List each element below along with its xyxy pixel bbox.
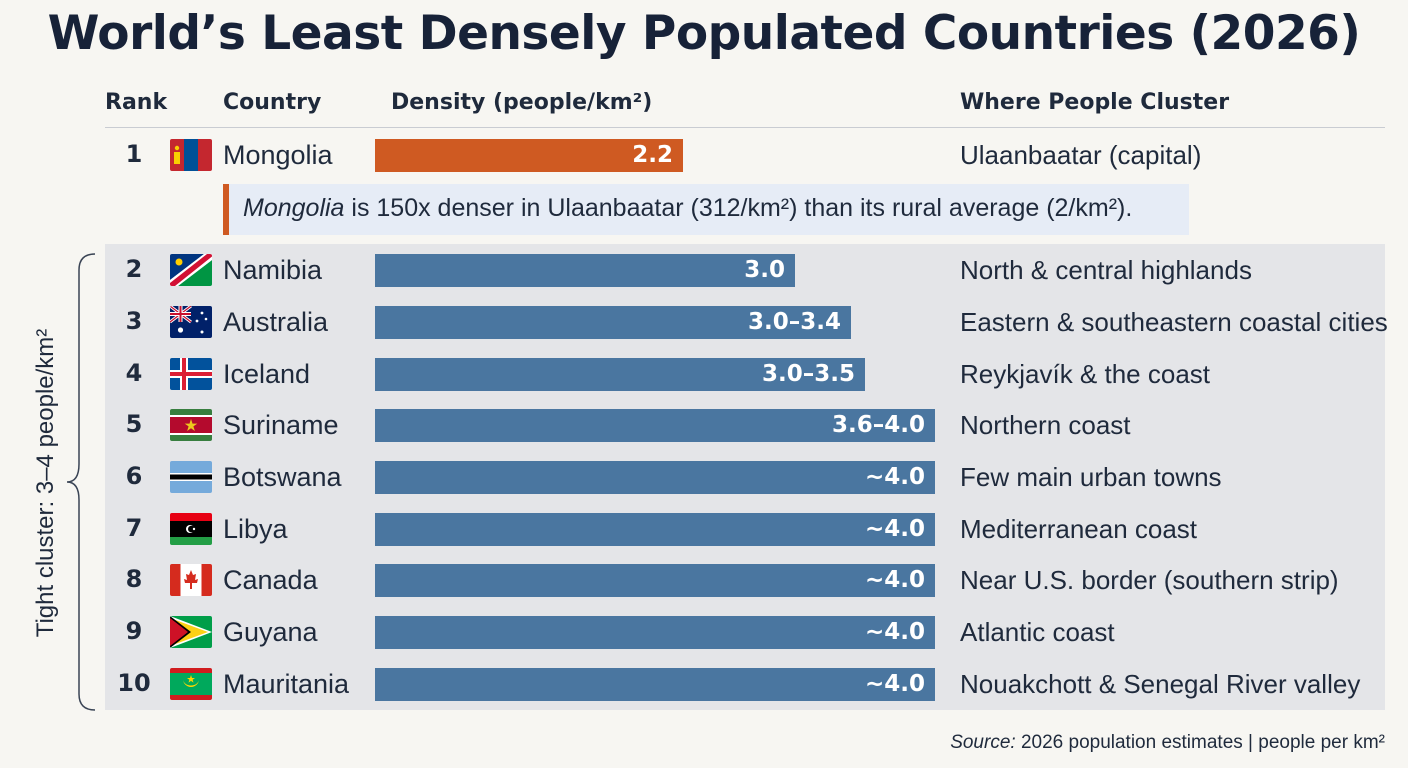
iceland-flag-icon (170, 358, 212, 390)
bar-value-label: ~4.0 (864, 464, 925, 490)
country-label: Suriname (223, 410, 339, 440)
country-label: Libya (223, 514, 288, 544)
country-label: Australia (223, 307, 329, 337)
country-label: Guyana (223, 617, 318, 647)
table-row: 8 Canada ~4.0 Near U.S. border (southern st… (105, 554, 1385, 606)
rank-label: 6 (125, 462, 143, 490)
density-bar: 3.0–3.4 (375, 306, 851, 339)
density-bar: ~4.0 (375, 513, 935, 546)
cluster-label: Reykjavík & the coast (960, 359, 1210, 389)
table-row: 3 Australia 3.0–3.4 Eastern & southeastern … (105, 296, 1388, 348)
cluster-label: Nouakchott & Senegal River valley (960, 669, 1361, 699)
cluster-bracket-icon (66, 253, 96, 711)
cluster-label: Atlantic coast (960, 617, 1115, 647)
cluster-label: Few main urban towns (960, 462, 1222, 492)
guyana-flag-icon (170, 616, 212, 648)
cluster-label: Ulaanbaatar (capital) (960, 140, 1202, 170)
bar-value-label: ~4.0 (864, 516, 925, 542)
australia-flag-icon (170, 306, 212, 338)
bar-value-label: 3.0–3.5 (762, 361, 855, 387)
country-label: Namibia (223, 255, 323, 285)
rank-label: 7 (125, 514, 143, 542)
table-row: 2 Namibia 3.0 North & central highlands (105, 244, 1385, 296)
table-row: 10 Mauritania ~4.0 Nouakchott & Senegal Riv… (105, 658, 1385, 710)
country-label: Botswana (223, 462, 342, 492)
table-row: 7 Libya ~4.0 Mediterranean coast (105, 503, 1385, 555)
mauritania-flag-icon (170, 668, 212, 700)
country-label: Mongolia (223, 140, 333, 170)
cluster-side-label: Tight cluster: 3–4 people/km² (32, 328, 59, 638)
density-bar: 3.0–3.5 (375, 358, 865, 391)
density-bar: ~4.0 (375, 461, 935, 494)
bar-value-label: 3.0 (744, 257, 785, 283)
namibia-flag-icon (170, 254, 212, 286)
mongolia-callout: Mongolia is 150x denser in Ulaanbaatar (… (223, 184, 1189, 235)
density-bar: 3.6–4.0 (375, 409, 935, 442)
cluster-label: Northern coast (960, 410, 1131, 440)
country-label: Mauritania (223, 669, 350, 699)
mongolia-flag-icon (170, 139, 212, 171)
country-label: Canada (223, 565, 318, 595)
bar-value-label: ~4.0 (864, 567, 925, 593)
callout-accent-bar (223, 184, 229, 235)
table-row: 4 Iceland 3.0–3.5 Reykjavík & the coast (105, 348, 1385, 400)
table-row: 5 Suriname 3.6–4.0 Northern coast (105, 399, 1385, 451)
rank-label: 2 (125, 255, 143, 283)
cluster-label: Mediterranean coast (960, 514, 1198, 544)
density-bar: 3.0 (375, 254, 795, 287)
libya-flag-icon (170, 513, 212, 545)
bar-value-label: 2.2 (632, 142, 673, 168)
rank-label: 5 (125, 410, 143, 438)
table-row: 1 Mongolia 2.2 Ulaanbaatar (capital) (105, 129, 1385, 181)
rank-label: 1 (125, 140, 143, 168)
density-bar: 2.2 (375, 139, 683, 172)
bar-value-label: ~4.0 (864, 619, 925, 645)
cluster-label: Eastern & southeastern coastal cities (960, 307, 1388, 337)
rank-label: 10 (117, 669, 151, 697)
rank-label: 9 (125, 617, 143, 645)
callout-country: Mongolia (243, 194, 345, 222)
botswana-flag-icon (170, 461, 212, 493)
bar-value-label: 3.0–3.4 (748, 309, 841, 335)
table-row: 6 Botswana ~4.0 Few main urban towns (105, 451, 1385, 503)
bar-value-label: 3.6–4.0 (832, 412, 925, 438)
bar-value-label: ~4.0 (864, 671, 925, 697)
source-note: Source: 2026 population estimates | peop… (950, 732, 1385, 754)
suriname-flag-icon (170, 409, 212, 441)
rank-label: 8 (125, 565, 143, 593)
density-bar: ~4.0 (375, 616, 935, 649)
header-cluster: Where People Cluster (960, 90, 1230, 115)
header-country: Country (223, 90, 322, 115)
rank-label: 4 (125, 359, 143, 387)
source-text: 2026 population estimates | people per k… (1015, 732, 1385, 753)
density-bar: ~4.0 (375, 564, 935, 597)
canada-flag-icon (170, 564, 212, 596)
header-rank: Rank (105, 90, 168, 115)
callout-body: is 150x denser in Ulaanbaatar (312/km²) … (344, 194, 1133, 222)
header-density: Density (people/km²) (391, 90, 653, 115)
cluster-label: North & central highlands (960, 255, 1252, 285)
table-row: 9 Guyana ~4.0 Atlantic coast (105, 606, 1385, 658)
source-label: Source: (950, 732, 1016, 753)
callout-text: Mongolia is 150x denser in Ulaanbaatar (… (243, 194, 1132, 223)
page-title: World’s Least Densely Populated Countrie… (47, 6, 1361, 61)
country-label: Iceland (223, 359, 311, 389)
rank-label: 3 (125, 307, 143, 335)
cluster-label: Near U.S. border (southern strip) (960, 565, 1339, 595)
header-divider (105, 127, 1385, 128)
density-bar: ~4.0 (375, 668, 935, 701)
